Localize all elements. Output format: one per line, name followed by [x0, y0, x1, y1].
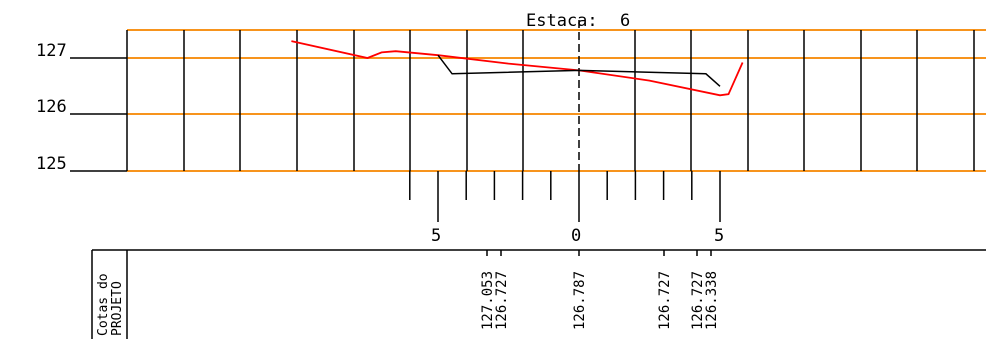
level-leaders: [70, 57, 127, 172]
cota-value-2: 126.727: [494, 271, 510, 330]
terrain-profile-line: [291, 40, 744, 97]
table-header-line1: Cotas do: [96, 273, 111, 336]
station-title-value: 6: [620, 11, 630, 31]
level-label-125: 125: [36, 154, 67, 174]
level-label-127: 127: [36, 41, 67, 61]
offset-label-left: 5: [431, 226, 441, 246]
offset-label-right: 5: [714, 226, 724, 246]
offset-ruler: [409, 171, 721, 222]
cota-value-6: 126.338: [704, 271, 720, 330]
vertical-grid: [126, 30, 975, 171]
station-title-label: Estaca:: [526, 11, 598, 31]
cotas-table: Cotas do PROJETO: [91, 249, 986, 339]
cota-value-5: 126.727: [690, 271, 706, 330]
level-label-126: 126: [36, 97, 67, 117]
offset-label-center: 0: [571, 226, 581, 246]
table-header-line2: PROJETO: [110, 281, 125, 336]
project-section-line: [437, 54, 721, 87]
cota-value-3: 126.787: [572, 271, 588, 330]
horizontal-grid: [127, 29, 986, 172]
cota-value-1: 127.053: [480, 271, 496, 330]
cota-value-4: 126.727: [657, 271, 673, 330]
